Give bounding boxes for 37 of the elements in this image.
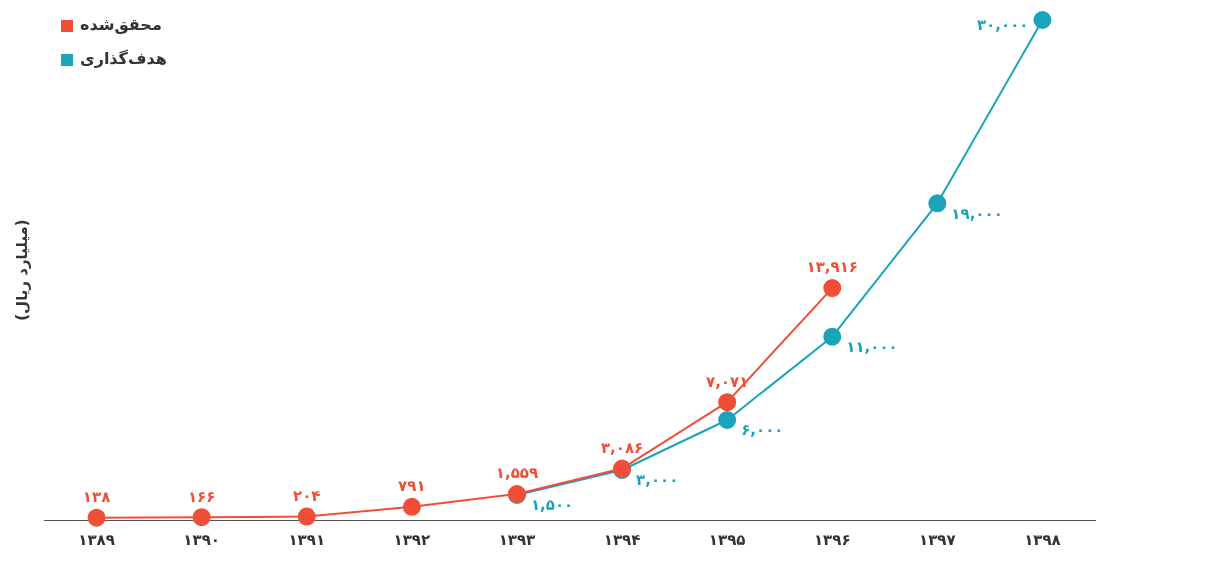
x-tick-label: ۱۳۹۸ xyxy=(1024,530,1061,549)
point xyxy=(823,279,842,298)
data-label: ۳۰,۰۰۰ xyxy=(976,15,1029,34)
point xyxy=(823,327,842,346)
point xyxy=(928,194,947,213)
data-label: ۲۰۴ xyxy=(293,486,321,505)
x-tick-label: ۱۳۹۱ xyxy=(288,530,326,549)
data-label: ۷۹۱ xyxy=(398,477,426,496)
x-tick-label: ۱۳۹۶ xyxy=(813,530,851,549)
point xyxy=(192,508,211,527)
data-label: ۱۹,۰۰۰ xyxy=(951,204,1003,223)
point xyxy=(297,507,316,526)
data-label: ۷,۰۷۱ xyxy=(705,372,749,391)
point xyxy=(718,411,737,429)
point xyxy=(87,508,106,527)
legend-label: هدف‌گذاری xyxy=(80,49,167,69)
data-label: ۶,۰۰۰ xyxy=(741,421,784,440)
point xyxy=(402,497,421,516)
x-tick-label: ۱۳۹۷ xyxy=(919,530,956,549)
x-tick-label: ۱۳۹۴ xyxy=(603,530,641,549)
data-label: ۱,۵۵۹ xyxy=(495,464,539,483)
x-tick-label: ۱۳۹۳ xyxy=(498,530,536,549)
x-tick-label: ۱۳۹۲ xyxy=(393,530,431,549)
x-tick-label: ۱۳۹۵ xyxy=(708,530,746,549)
x-tick-label: ۱۳۸۹ xyxy=(78,530,115,549)
data-label: ۳,۰۰۰ xyxy=(636,471,679,490)
point xyxy=(718,393,737,412)
data-label: ۱۱,۰۰۰ xyxy=(846,338,898,357)
x-tick-label: ۱۳۹۰ xyxy=(183,530,220,549)
y-axis-title: (میلیارد ریال) xyxy=(12,219,31,321)
legend-label: محقق‌شده xyxy=(80,15,162,35)
data-label: ۱۳۸ xyxy=(82,488,111,507)
data-label: ۱۳,۹۱۶ xyxy=(806,258,858,277)
point xyxy=(1033,11,1052,29)
data-label: ۱,۵۰۰ xyxy=(530,496,574,515)
data-label: ۱۶۶ xyxy=(187,487,216,506)
data-label: ۳,۰۸۶ xyxy=(600,438,644,457)
